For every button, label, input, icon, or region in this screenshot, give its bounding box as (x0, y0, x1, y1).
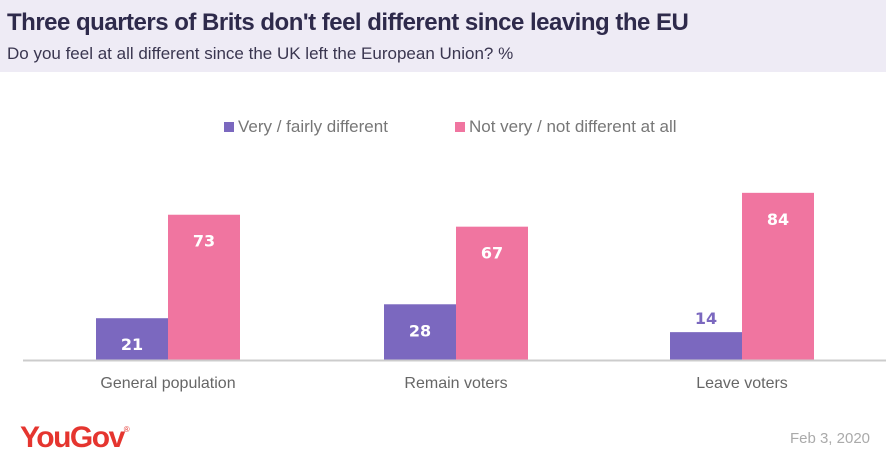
legend-item-not-different: Not very / not different at all (455, 117, 677, 137)
bar-different-0 (96, 318, 168, 360)
legend-label: Very / fairly different (238, 117, 388, 136)
chart-subtitle: Do you feel at all different since the U… (7, 44, 514, 63)
bar-not-different-2 (742, 192, 814, 360)
chart-title: Three quarters of Brits don't feel diffe… (7, 9, 689, 36)
legend-swatch (455, 122, 465, 132)
bar-different-1 (384, 304, 456, 360)
brand-mark: ® (123, 425, 130, 434)
legend-swatch (224, 122, 234, 132)
data-label: 28 (409, 321, 431, 340)
data-label: 14 (695, 309, 717, 328)
bar-not-different-0 (168, 214, 240, 360)
header: Three quarters of Brits don't feel diffe… (0, 0, 886, 72)
bar-not-different-1 (456, 226, 528, 360)
yougov-logo: YouGov® (20, 421, 130, 455)
category-label: Leave voters (696, 375, 788, 392)
bar-different-2 (670, 332, 742, 360)
category-label: Remain voters (404, 375, 507, 392)
legend-item-very-fairly-different: Very / fairly different (224, 117, 388, 137)
legend-label: Not very / not different at all (469, 117, 677, 136)
data-label: 21 (121, 335, 143, 354)
data-label: 84 (767, 210, 789, 229)
category-label: General population (100, 375, 235, 392)
date: Feb 3, 2020 (789, 430, 870, 447)
brand-name: YouGov (20, 421, 125, 454)
data-label: 67 (481, 244, 503, 263)
data-label: 73 (193, 232, 215, 251)
